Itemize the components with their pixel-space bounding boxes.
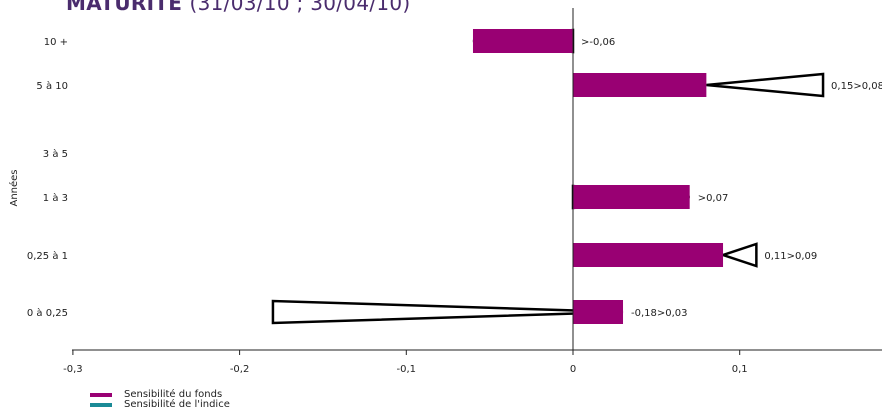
index-arrow xyxy=(271,299,624,325)
x-tick-label: -0,1 xyxy=(397,364,417,375)
axes: -0,3 -0,2 -0,1 0 0,1 10 + 5 à 10 3 à 5 1 à 3 0,25… xyxy=(8,8,882,375)
legend-item-index: Sensibilité de l'indice xyxy=(90,400,230,410)
index-change-arrows xyxy=(271,28,825,325)
legend-swatch-fund xyxy=(90,393,112,397)
category-label: 10 + xyxy=(44,37,68,48)
category-label: 0,25 à 1 xyxy=(27,250,68,262)
data-label: -0,18>0,03 xyxy=(631,308,688,319)
category-label: 3 à 5 xyxy=(43,148,68,160)
bar xyxy=(472,29,573,53)
legend-item-fund: Sensibilité du fonds xyxy=(90,390,230,400)
bar xyxy=(573,243,724,267)
category-label: 5 à 10 xyxy=(36,80,68,92)
legend-label-fund: Sensibilité du fonds xyxy=(124,389,223,400)
data-labels: >-0,06 0,15>0,08 >0,07 0,11>0,09 -0,18>0,03 xyxy=(581,37,882,319)
x-tick-label: -0,2 xyxy=(230,364,250,375)
index-arrow xyxy=(706,72,825,98)
chart-title: MATURITÉ (31/03/10 ; 30/04/10) xyxy=(66,0,411,15)
bar xyxy=(573,73,707,97)
x-tick-label: -0,3 xyxy=(63,364,83,375)
x-tick-label: 0 xyxy=(570,364,576,375)
legend: Sensibilité du fonds Sensibilité de l'in… xyxy=(90,390,230,410)
data-label: >-0,06 xyxy=(581,37,615,48)
chart-title-main: MATURITÉ xyxy=(66,0,183,15)
legend-label-index: Sensibilité de l'indice xyxy=(124,399,230,410)
x-tick-label: 0,1 xyxy=(732,364,748,375)
fund-bars xyxy=(472,29,724,324)
bar xyxy=(573,185,690,209)
category-label: 1 à 3 xyxy=(43,192,68,204)
data-label: 0,11>0,09 xyxy=(764,251,817,262)
index-arrow xyxy=(719,242,758,268)
chart-title-dates: (31/03/10 ; 30/04/10) xyxy=(189,0,411,15)
data-label: >0,07 xyxy=(698,193,729,204)
legend-swatch-index xyxy=(90,403,112,407)
category-label: 0 à 0,25 xyxy=(27,307,68,319)
bar xyxy=(573,300,624,324)
y-axis-title: Années xyxy=(8,169,20,206)
data-label: 0,15>0,08 xyxy=(831,81,882,92)
